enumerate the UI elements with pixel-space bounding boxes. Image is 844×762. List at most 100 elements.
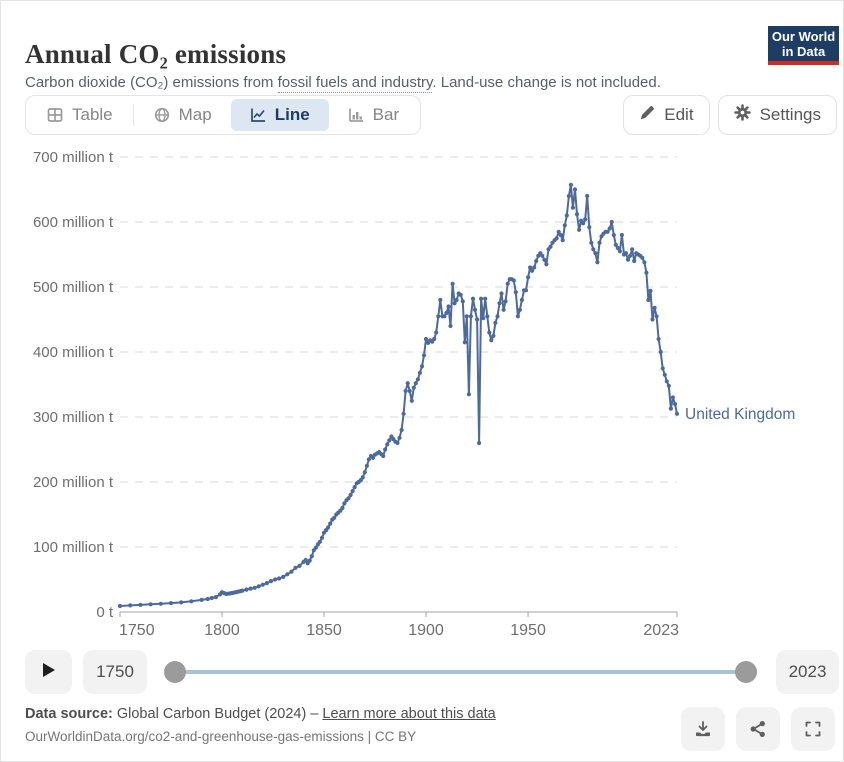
data-point [544, 262, 549, 267]
data-point [209, 595, 214, 601]
data-point [628, 253, 633, 258]
data-point [419, 364, 425, 369]
play-button[interactable] [25, 650, 72, 694]
data-point [497, 301, 502, 306]
data-point [585, 193, 590, 199]
data-point [487, 330, 492, 335]
data-point [532, 265, 537, 270]
x-axis-tick-label: 1850 [306, 622, 342, 639]
data-point [458, 292, 463, 297]
data-point [460, 299, 465, 304]
data-point [117, 603, 123, 609]
data-point [434, 330, 439, 335]
data-point [446, 304, 451, 309]
tab-line[interactable]: Line [230, 99, 329, 131]
logo-line1: Our World [771, 29, 836, 44]
data-point [268, 579, 274, 584]
data-point [650, 317, 655, 322]
data-point [213, 595, 218, 600]
data-point [595, 260, 600, 265]
data-point [568, 182, 574, 187]
y-axis-tick-label: 300 million t [33, 409, 114, 426]
tab-map[interactable]: Map [135, 99, 231, 131]
tab-bar-label: Bar [372, 105, 400, 124]
data-point [499, 291, 504, 296]
y-axis-tick-label: 0 t [96, 604, 114, 621]
download-button[interactable] [681, 707, 725, 751]
y-axis-tick-label: 100 million t [33, 539, 114, 556]
data-point [309, 554, 314, 559]
data-point [346, 496, 351, 501]
edit-button[interactable]: Edit [623, 95, 710, 135]
data-point [407, 388, 412, 394]
timeline-slider-track[interactable] [171, 670, 750, 674]
header-actions: Edit Settings [623, 95, 837, 135]
data-point [366, 457, 371, 462]
data-point [313, 545, 318, 550]
data-point [423, 336, 429, 342]
data-point [523, 288, 529, 293]
fullscreen-button[interactable] [791, 707, 835, 751]
page-title: Annual CO₂ emissions [25, 39, 287, 70]
data-point [646, 297, 651, 303]
data-point [491, 333, 496, 338]
data-point [468, 314, 473, 319]
data-point [401, 411, 406, 416]
data-point [273, 577, 278, 582]
pencil-icon [639, 105, 655, 126]
timeline-handle-start[interactable] [164, 661, 186, 683]
share-button[interactable] [736, 707, 780, 751]
data-point [199, 597, 204, 602]
data-point [464, 314, 469, 319]
data-point [348, 492, 353, 498]
data-point [360, 475, 365, 480]
data-point [415, 377, 420, 382]
data-source-text: Global Carbon Budget (2024) – [112, 706, 323, 722]
data-point [277, 576, 282, 581]
play-icon [42, 662, 56, 683]
data-source-label: Data source: [25, 706, 113, 722]
globe-icon [154, 107, 170, 123]
data-point [293, 565, 298, 570]
x-axis-tick-label: 1950 [510, 622, 546, 639]
data-point [395, 440, 400, 446]
line-chart-canvas[interactable]: 0 t 100 million t 200 million t 300 million… [1, 141, 843, 647]
data-point [640, 255, 645, 260]
data-point [240, 588, 245, 593]
timeline-start-year[interactable]: 1750 [83, 650, 147, 694]
settings-button[interactable]: Settings [717, 95, 837, 135]
footer-actions [681, 707, 835, 751]
data-point [515, 314, 521, 319]
tab-bar[interactable]: Bar [329, 99, 418, 131]
data-point [436, 314, 441, 319]
share-icon [749, 720, 767, 738]
data-source-line: Data source: Global Carbon Budget (2024)… [25, 706, 496, 722]
data-point [556, 229, 561, 234]
timeline-end-year[interactable]: 2023 [776, 650, 839, 694]
data-point [583, 217, 588, 222]
timeline-handle-end[interactable] [735, 661, 757, 683]
data-point [572, 187, 578, 192]
tab-table[interactable]: Table [28, 99, 132, 131]
data-point [503, 299, 508, 304]
x-axis-tick-label: 1800 [204, 622, 240, 639]
y-axis-tick-label: 200 million t [33, 474, 114, 491]
data-point [462, 340, 467, 345]
subtitle-term-link[interactable]: fossil fuels and industry [277, 74, 433, 93]
data-point [289, 569, 294, 574]
data-point [411, 385, 416, 390]
data-point [658, 349, 663, 355]
data-point [674, 411, 680, 416]
data-point [303, 557, 308, 563]
data-point [317, 539, 322, 544]
data-point [352, 485, 357, 490]
data-point [328, 521, 333, 526]
y-axis-tick-label: 500 million t [33, 279, 114, 296]
owid-logo[interactable]: Our World in Data [768, 26, 839, 65]
data-point [450, 281, 455, 286]
data-point [362, 470, 367, 475]
data-point [403, 388, 408, 394]
learn-more-link[interactable]: Learn more about this data [322, 706, 496, 722]
data-point [483, 296, 488, 301]
data-point [554, 236, 559, 241]
